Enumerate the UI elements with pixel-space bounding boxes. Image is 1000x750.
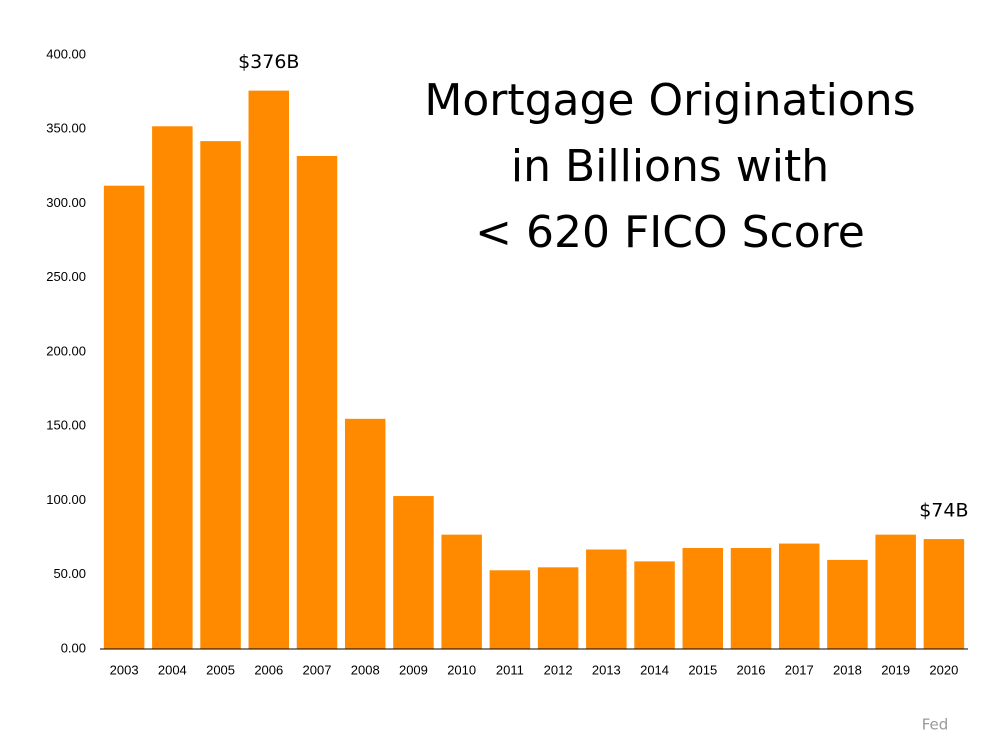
value-label: $74B [919, 500, 968, 522]
bar [730, 548, 772, 649]
y-tick-label: 0.00 [61, 640, 86, 655]
bar [827, 559, 868, 649]
source: Fed [922, 716, 949, 734]
value-label: $376B [238, 51, 299, 73]
bar [634, 561, 675, 649]
x-tick-label: 2011 [496, 662, 524, 677]
y-tick-label: 350.00 [46, 121, 86, 136]
y-tick-label: 400.00 [46, 46, 86, 61]
bar [152, 126, 193, 649]
bar [441, 534, 482, 649]
bar [923, 539, 965, 649]
x-tick-label: 2017 [785, 662, 814, 677]
bar [682, 548, 724, 649]
x-tick-label: 2008 [351, 662, 380, 677]
x-tick-label: 2019 [881, 662, 910, 677]
y-tick-label: 50.00 [53, 566, 86, 581]
x-tick-label: 2010 [447, 662, 476, 677]
chart-title: Mortgage Originations [424, 75, 915, 126]
bar [103, 185, 145, 649]
bar [489, 570, 531, 649]
x-tick-label: 2005 [206, 662, 235, 677]
x-tick-label: 2014 [640, 662, 669, 677]
x-tick-label: 2009 [399, 662, 428, 677]
x-tick-label: 2013 [592, 662, 621, 677]
bar [344, 418, 386, 649]
x-tick-label: 2007 [303, 662, 332, 677]
x-tick-label: 2016 [737, 662, 766, 677]
bar [537, 567, 579, 649]
bar [393, 496, 434, 649]
y-tick-label: 150.00 [46, 418, 86, 433]
x-tick-label: 2012 [544, 662, 573, 677]
x-tick-label: 2004 [158, 662, 187, 677]
x-tick-label: 2020 [929, 662, 958, 677]
bar [778, 543, 820, 649]
chart-title: in Billions with [511, 141, 829, 192]
x-tick-label: 2003 [110, 662, 139, 677]
y-tick-label: 200.00 [46, 343, 86, 358]
bar [248, 90, 290, 649]
bar [296, 155, 338, 650]
bar [200, 141, 241, 649]
y-tick-label: 300.00 [46, 195, 86, 210]
y-tick-label: 100.00 [46, 492, 86, 507]
bar [586, 549, 627, 649]
x-tick-label: 2006 [254, 662, 283, 677]
chart-title: < 620 FICO Score [475, 207, 865, 258]
bar [875, 534, 916, 649]
x-tick-label: 2015 [688, 662, 717, 677]
y-tick-label: 250.00 [46, 269, 86, 284]
x-tick-label: 2018 [833, 662, 862, 677]
